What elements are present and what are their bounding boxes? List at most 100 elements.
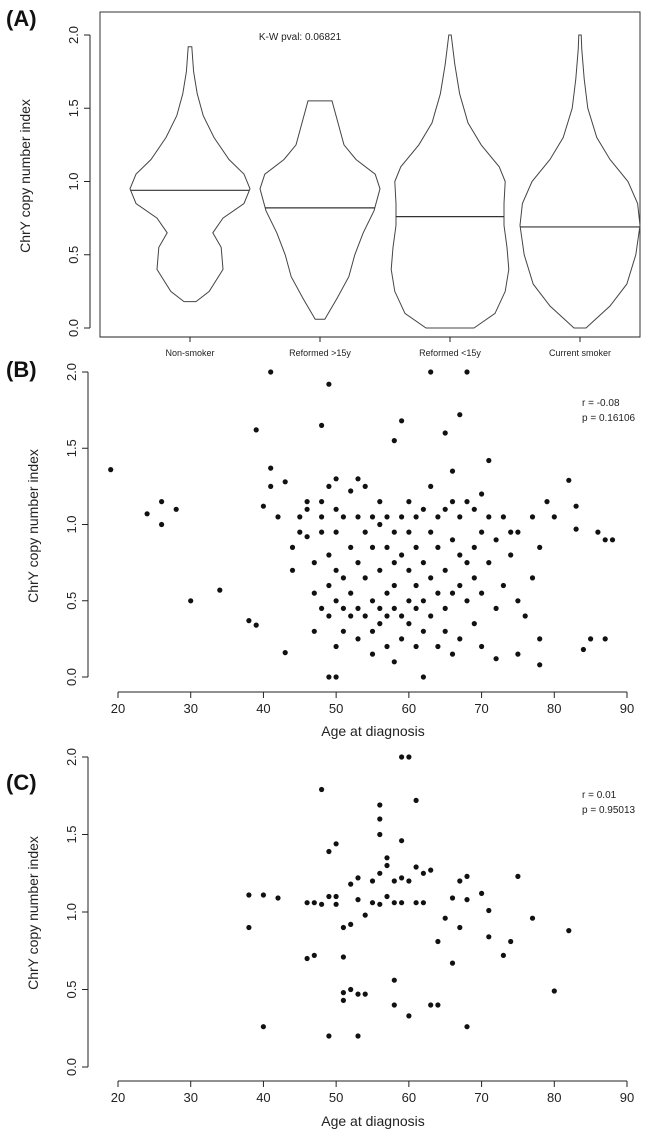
panel-c-data-point: [348, 987, 353, 992]
panel-c-x-tick-label: 60: [402, 1090, 416, 1105]
panel-b-data-point: [443, 629, 448, 634]
panel-c-data-point: [435, 1002, 440, 1007]
panel-b-y-tick-label: 1.0: [64, 515, 79, 533]
panel-b-data-point: [610, 537, 615, 542]
panel-b-data-point: [392, 606, 397, 611]
panel-c-data-point: [384, 855, 389, 860]
panel-c-data-point: [501, 953, 506, 958]
panel-b-data-point: [414, 545, 419, 550]
panel-b-data-point: [435, 545, 440, 550]
panel-b-data-point: [472, 621, 477, 626]
panel-b-data-point: [305, 507, 310, 512]
panel-b-data-point: [479, 491, 484, 496]
panel-a-y-axis-title: ChrY copy number index: [17, 99, 33, 253]
panel-b-data-point: [254, 623, 259, 628]
panel-b-data-point: [319, 530, 324, 535]
panel-c-data-point: [435, 939, 440, 944]
panel-b-data-point: [537, 636, 542, 641]
panel-c-data-point: [566, 928, 571, 933]
panel-b-data-point: [464, 499, 469, 504]
panel-c-data-point: [319, 787, 324, 792]
panel-c-data-point: [312, 953, 317, 958]
panel-b-data-point: [537, 545, 542, 550]
panel-b-data-point: [268, 484, 273, 489]
panel-b-data-point: [384, 514, 389, 519]
panel-c-data-point: [341, 998, 346, 1003]
panel-c-x-tick-label: 80: [547, 1090, 561, 1105]
panel-c-data-point: [450, 961, 455, 966]
panel-b-data-point: [275, 514, 280, 519]
panel-b-data-point: [574, 527, 579, 532]
panel-b-data-point: [246, 618, 251, 623]
panel-b-data-point: [319, 606, 324, 611]
panel-c-data-point: [370, 878, 375, 883]
panel-b-data-point: [552, 514, 557, 519]
panel-b-data-point: [450, 499, 455, 504]
panel-b-data-point: [319, 514, 324, 519]
panel-b-data-point: [392, 438, 397, 443]
panel-a-category-labels: Non-smoker Reformed >15y Reformed <15y Curr…: [165, 337, 611, 358]
panel-b-data-point: [406, 598, 411, 603]
panel-b-data-point: [355, 514, 360, 519]
panel-c-data-point: [355, 875, 360, 880]
panel-b-data-point: [515, 652, 520, 657]
panel-c-data-point: [530, 916, 535, 921]
panel-c-y-tick-label: 0.5: [64, 980, 79, 998]
panel-b-data-point: [283, 479, 288, 484]
panel-b-data-point: [414, 583, 419, 588]
panel-c-data-point: [392, 978, 397, 983]
panel-b-data-point: [334, 568, 339, 573]
panel-b-data-point: [326, 382, 331, 387]
panel-b-data-point: [334, 598, 339, 603]
panel-b-data-point: [428, 530, 433, 535]
panel-b-data-point: [428, 484, 433, 489]
panel-b-data-point: [457, 583, 462, 588]
panel-b-data-point: [515, 530, 520, 535]
panel-a-kw-annotation: K-W pval: 0.06821: [259, 32, 342, 43]
panel-b-data-point: [348, 613, 353, 618]
panel-b-data-point: [370, 652, 375, 657]
panel-b-data-point: [494, 656, 499, 661]
panel-c-data-point: [341, 954, 346, 959]
panel-c-data-point: [479, 891, 484, 896]
panel-a-violins: [130, 35, 640, 328]
panel-b-data-point: [421, 560, 426, 565]
panel-b-x-tick-label: 20: [111, 701, 125, 716]
panel-c-data-point: [355, 1033, 360, 1038]
panel-b-data-point: [326, 613, 331, 618]
panel-b-data-point: [363, 530, 368, 535]
panel-b-data-point: [377, 568, 382, 573]
panel-c-data-point: [552, 988, 557, 993]
panel-b-data-point: [406, 621, 411, 626]
panel-b-data-point: [406, 568, 411, 573]
panel-b-data-point: [508, 552, 513, 557]
panel-b-data-point: [486, 560, 491, 565]
panel-b-data-point: [355, 606, 360, 611]
panel-b-data-point: [464, 598, 469, 603]
panel-c-data-point: [305, 956, 310, 961]
panel-b-data-point: [435, 591, 440, 596]
panel-b-data-point: [486, 514, 491, 519]
panel-b-data-point: [312, 591, 317, 596]
panel-b-data-point: [159, 522, 164, 527]
panel-a-category-label: Reformed <15y: [419, 348, 481, 358]
panel-b-data-point: [370, 514, 375, 519]
panel-b-data-point: [384, 613, 389, 618]
panel-b-data-point: [384, 545, 389, 550]
panel-b-data-point: [399, 514, 404, 519]
panel-b-data-point: [530, 514, 535, 519]
panel-c-data-point: [457, 925, 462, 930]
panel-c-data-point: [326, 894, 331, 899]
panel-b-x-tick-label: 30: [183, 701, 197, 716]
panel-b-data-point: [421, 629, 426, 634]
panel-b-data-point: [290, 545, 295, 550]
panel-b-y-tick-label: 0.0: [64, 668, 79, 686]
panel-b-data-point: [254, 427, 259, 432]
panel-b-data-point: [312, 560, 317, 565]
panel-c-data-point: [515, 874, 520, 879]
panel-b-data-point: [363, 613, 368, 618]
panel-b-data-point: [145, 511, 150, 516]
panel-b-data-point: [421, 674, 426, 679]
panel-b-r-annotation: r = -0.08: [582, 398, 620, 409]
